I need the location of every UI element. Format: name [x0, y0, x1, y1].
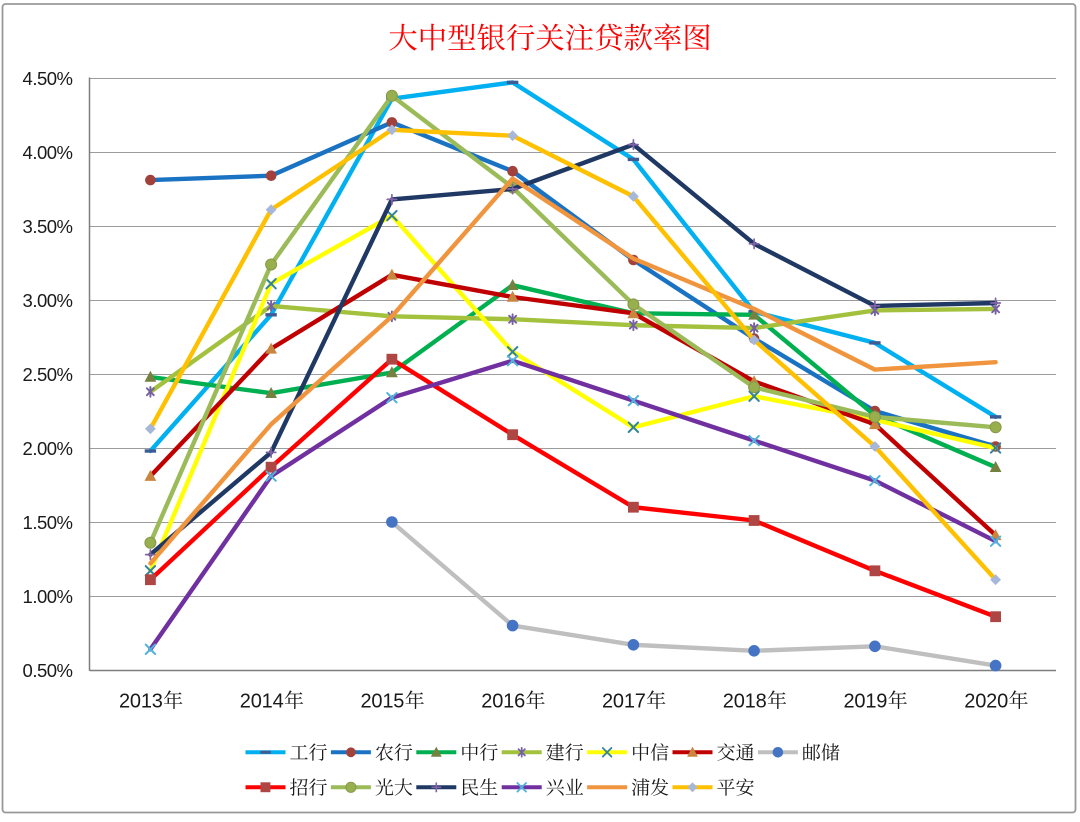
svg-text:2014: 2014 — [240, 691, 284, 713]
svg-text:2020: 2020 — [964, 691, 1008, 713]
svg-text:2019: 2019 — [844, 691, 888, 713]
svg-text:4.00%: 4.00% — [23, 142, 73, 163]
svg-text:2018: 2018 — [723, 691, 767, 713]
svg-text:2013: 2013 — [119, 691, 163, 713]
svg-text:2.50%: 2.50% — [23, 364, 73, 385]
svg-text:3.50%: 3.50% — [23, 216, 73, 237]
svg-text:1.00%: 1.00% — [23, 586, 73, 607]
svg-text:3.00%: 3.00% — [23, 290, 73, 311]
svg-text:4.50%: 4.50% — [23, 68, 73, 89]
svg-text:0.50%: 0.50% — [23, 660, 73, 681]
svg-text:1.50%: 1.50% — [23, 512, 73, 533]
svg-text:2015: 2015 — [361, 691, 405, 713]
svg-text:2.00%: 2.00% — [23, 438, 73, 459]
svg-text:2017: 2017 — [602, 691, 646, 713]
svg-text:2016: 2016 — [481, 691, 525, 713]
